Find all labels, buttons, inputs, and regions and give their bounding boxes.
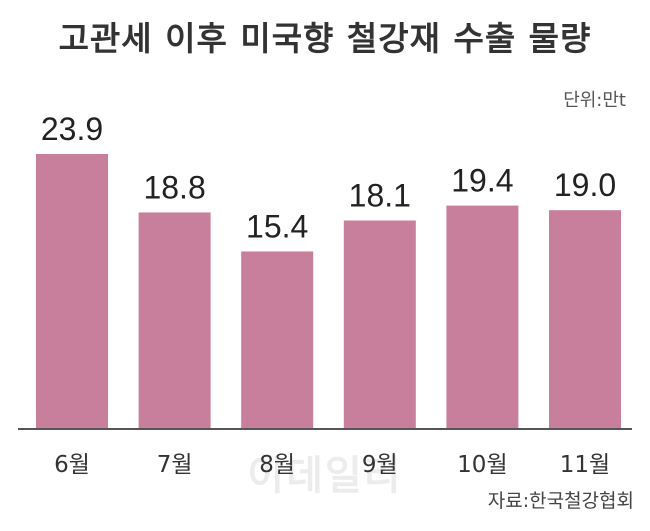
x-tick-label: 10월 — [457, 452, 507, 478]
data-label: 18.1 — [349, 177, 411, 213]
data-label: 19.0 — [554, 167, 616, 203]
data-label: 23.9 — [41, 111, 103, 147]
x-tick-label: 6월 — [54, 452, 90, 478]
x-tick-label: 9월 — [362, 452, 398, 478]
data-label: 18.8 — [143, 169, 205, 205]
chart-title: 고관세 이후 미국향 철강재 수출 물량 — [58, 19, 592, 58]
x-tick-label: 7월 — [157, 452, 193, 478]
bar — [36, 154, 108, 428]
bar — [138, 212, 211, 428]
data-label: 19.4 — [451, 163, 513, 199]
bar — [241, 251, 314, 428]
unit-label: 단위:만t — [563, 90, 626, 111]
x-tick-label: 8월 — [259, 452, 295, 478]
source-label: 자료:한국철강협회 — [487, 490, 634, 512]
data-label: 15.4 — [246, 208, 308, 244]
bar — [343, 220, 416, 428]
bar — [549, 210, 621, 428]
bar — [446, 205, 519, 428]
x-tick-label: 11월 — [560, 452, 610, 478]
watermark: 이데일리 — [247, 453, 403, 499]
